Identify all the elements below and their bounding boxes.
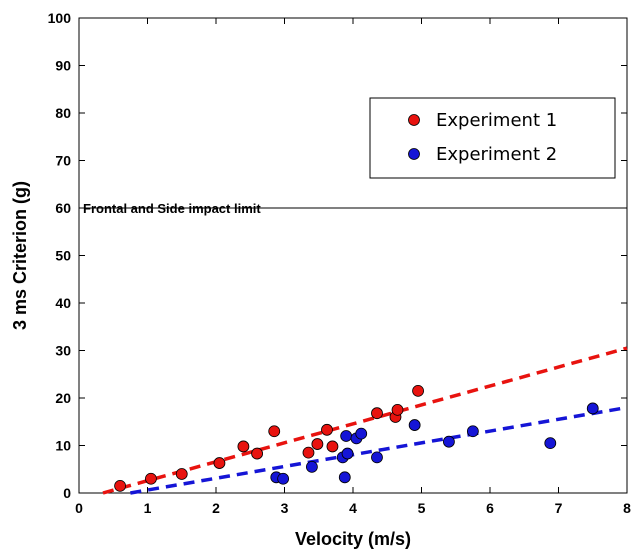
data-point-series-2 xyxy=(371,451,383,464)
y-tick-label: 70 xyxy=(55,153,71,169)
data-point-series-1 xyxy=(412,384,424,397)
y-tick-label: 20 xyxy=(55,390,71,406)
data-point-series-1 xyxy=(371,407,383,420)
legend-marker-series-2 xyxy=(408,148,420,160)
data-point-series-2 xyxy=(338,471,351,484)
data-point-series-2 xyxy=(305,460,318,473)
data-point-series-1 xyxy=(326,440,339,453)
y-tick-label: 50 xyxy=(55,248,71,264)
data-point-series-2 xyxy=(442,435,455,448)
trend-lines xyxy=(102,346,628,495)
data-point-series-2 xyxy=(466,425,479,438)
data-point-series-2 xyxy=(341,447,354,460)
y-tick-label: 100 xyxy=(48,10,72,26)
data-point-series-1 xyxy=(175,468,188,480)
y-tick-label: 80 xyxy=(55,105,71,121)
y-tick-label: 60 xyxy=(55,200,71,216)
x-tick-label: 3 xyxy=(281,500,289,516)
y-tick-label: 40 xyxy=(55,295,71,311)
y-tick-label: 90 xyxy=(55,58,71,74)
x-tick-label: 7 xyxy=(555,500,563,516)
data-point-series-2 xyxy=(544,437,557,450)
data-point-series-1 xyxy=(391,403,404,416)
x-tick-label: 8 xyxy=(623,500,631,516)
x-axis-title: Velocity (m/s) xyxy=(295,529,411,549)
x-tick-label: 2 xyxy=(212,500,220,516)
x-tick-label: 4 xyxy=(349,500,357,516)
x-tick-label: 5 xyxy=(418,500,426,516)
reference-line-label: Frontal and Side impact limit xyxy=(83,201,261,216)
data-point-series-1 xyxy=(268,425,281,438)
y-tick-label: 30 xyxy=(55,343,71,359)
x-tick-label: 0 xyxy=(75,500,83,516)
x-tick-label: 6 xyxy=(486,500,494,516)
y-axis-title: 3 ms Criterion (g) xyxy=(10,181,30,330)
data-point-series-2 xyxy=(408,419,421,431)
trend-line-series-2 xyxy=(130,405,628,495)
data-point-series-1 xyxy=(237,440,250,453)
legend-label-series-1: Experiment 1 xyxy=(436,110,557,131)
data-point-series-1 xyxy=(251,447,264,460)
data-point-series-2 xyxy=(355,427,368,440)
legend-marker-series-1 xyxy=(408,114,420,126)
x-tick-label: 1 xyxy=(144,500,152,516)
data-point-series-1 xyxy=(311,438,324,450)
data-points xyxy=(114,384,599,492)
data-point-series-1 xyxy=(114,479,126,492)
legend-label-series-2: Experiment 2 xyxy=(436,144,557,165)
y-tick-label: 0 xyxy=(63,485,71,501)
data-point-series-1 xyxy=(321,423,333,436)
data-point-series-2 xyxy=(586,402,599,415)
data-point-series-1 xyxy=(145,472,157,485)
data-point-series-1 xyxy=(302,446,315,459)
data-point-series-2 xyxy=(277,472,290,485)
data-point-series-1 xyxy=(213,457,226,469)
legend-box xyxy=(369,97,616,179)
data-point-series-2 xyxy=(340,430,353,442)
legend: Experiment 1 Experiment 2 xyxy=(369,97,616,179)
y-tick-label: 10 xyxy=(55,438,71,454)
trend-line-series-1 xyxy=(102,346,628,495)
